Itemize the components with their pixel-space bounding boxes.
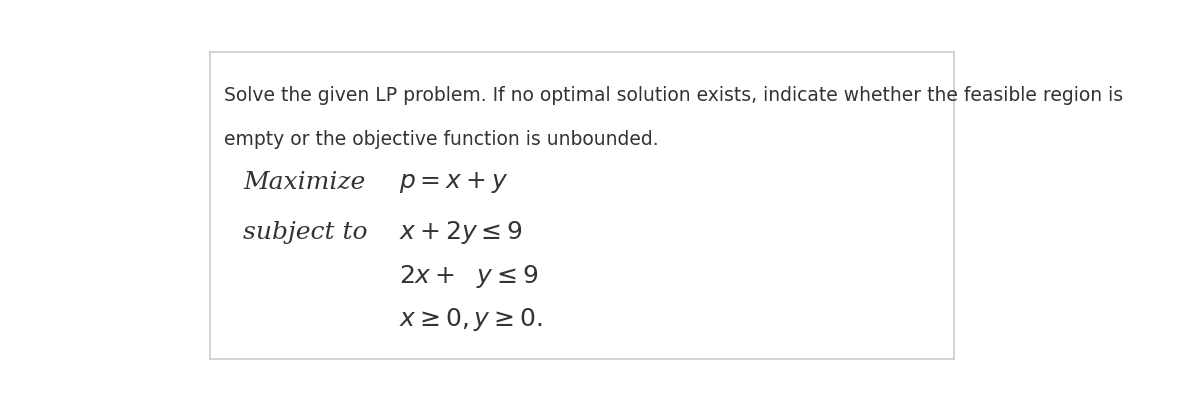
- Text: Maximize: Maximize: [242, 171, 365, 194]
- Text: empty or the objective function is unbounded.: empty or the objective function is unbou…: [224, 130, 659, 149]
- Text: $p = x + y$: $p = x + y$: [400, 170, 509, 195]
- Text: $x \geq 0, y \geq 0.$: $x \geq 0, y \geq 0.$: [400, 306, 542, 333]
- Text: Solve the given LP problem. If no optimal solution exists, indicate whether the : Solve the given LP problem. If no optima…: [224, 86, 1123, 105]
- Text: $2x + \ \ y \leq 9$: $2x + \ \ y \leq 9$: [400, 263, 539, 289]
- Text: $x + 2y \leq 9$: $x + 2y \leq 9$: [400, 219, 523, 246]
- Text: subject to: subject to: [242, 221, 367, 244]
